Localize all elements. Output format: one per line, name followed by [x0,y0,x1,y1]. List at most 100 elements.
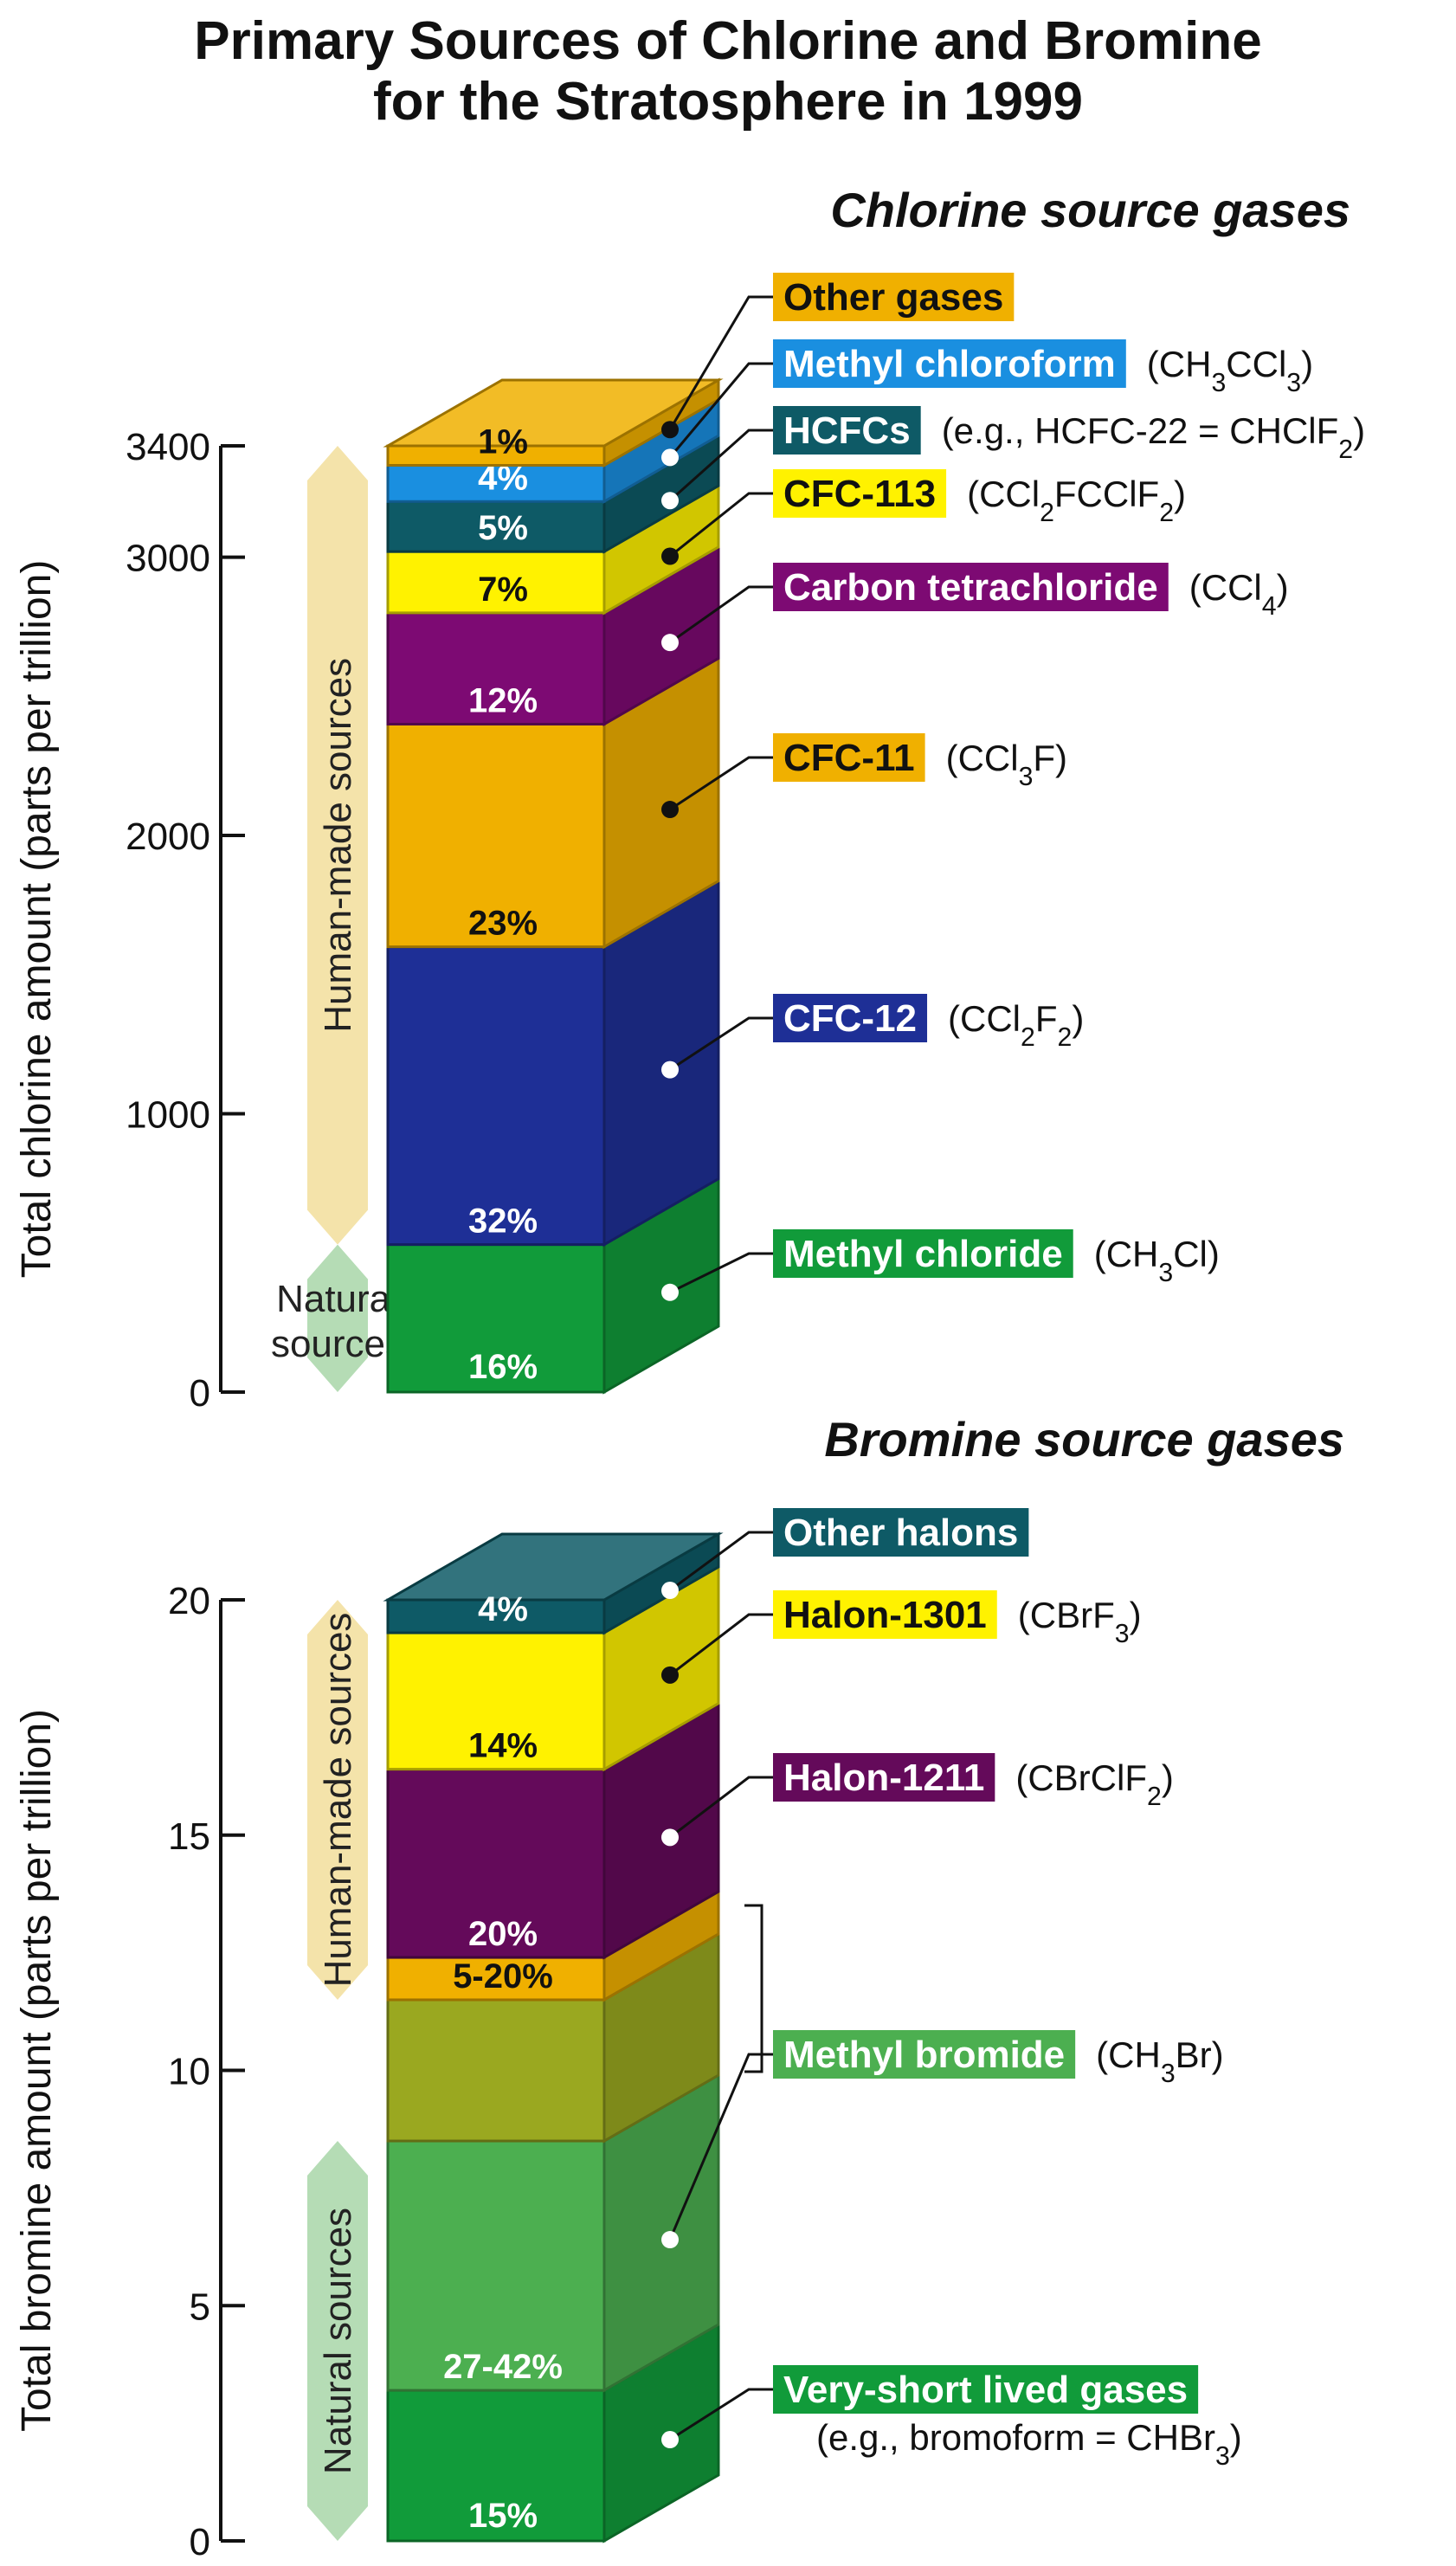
bar-segment-methyl-bromide [386,1931,720,2144]
gas-label-box [773,406,921,455]
percent-label: 15% [468,2497,538,2535]
leader-line [669,2388,773,2441]
bar-top-face [383,378,724,448]
leader-dot [661,1582,679,1600]
y-tick-label: 2000 [126,816,210,858]
leader-line [668,295,773,431]
gas-formula: (e.g., bromoform = CHBr3) [816,2417,1242,2471]
gas-name: CFC-11 [783,737,915,779]
leader-dot [661,492,679,510]
figure-title-line-2: for the Stratosphere in 1999 [373,72,1083,132]
gas-formula: (CCl3F) [946,738,1067,791]
panel-title: Bromine source gases [824,1412,1344,1467]
natural-sources-label: Natural [276,1278,399,1320]
bar-segment-front [386,722,606,949]
y-axis-label: Total chlorine amount (parts per trillio… [14,560,60,1279]
leader-line [669,492,773,558]
gas-formula: (CCl2F2) [948,998,1084,1052]
bar-segment-front [386,1998,606,2143]
leader-line [669,756,773,811]
gas-label-box [773,1753,995,1802]
y-tick-label: 15 [168,1815,210,1858]
y-tick-label: 3400 [126,426,210,468]
percent-label: 14% [468,1727,538,1765]
percent-label: 23% [468,905,538,943]
gas-formula: (CCl4) [1189,567,1289,621]
y-tick-label: 10 [168,2051,210,2093]
leader-line [669,585,773,644]
percent-label: 16% [468,1348,538,1386]
bar-segment-front [386,1631,606,1771]
human-made-sources-label: Human-made sources [317,658,359,1033]
percent-label: 5-20% [453,1957,553,1995]
gas-name: Halon-1211 [783,1757,984,1799]
leader-dot [661,1061,679,1079]
leader-line [668,362,773,459]
callout-halon-1211: Halon-1211 (CBrClF2) [661,1753,1174,1847]
bar-segment-other-gases: 1% [383,377,724,468]
natural-sources-band [307,2141,368,2541]
callout-methyl-bromide: Methyl bromide (CH3Br) [661,2030,1224,2249]
bar-top-face [383,1532,724,1602]
gas-label-box [773,2365,1199,2414]
gas-label-box [773,1590,997,1639]
callout-cfc-12: CFC-12 (CCl2F2) [661,994,1084,1079]
bar-segment-very-short-lived-gases: 15% [386,2322,720,2543]
leader-dot [661,448,679,467]
gas-formula: (CBrF3) [1018,1595,1142,1648]
chlorine-source-gases-panel: Chlorine source gases 0 1000 2000 3000 3400 To… [14,183,1365,1415]
gas-label-box [773,469,947,518]
y-tick-label: 0 [190,1372,210,1415]
natural-sources-label: Natural sources [317,2208,359,2474]
leader-dot [661,421,679,439]
gas-name: Methyl chloroform [783,343,1116,385]
bar-segment-other-halons: 4% [383,1531,724,1635]
bar-segment-methyl-bromide: 5-20% [386,1889,720,2002]
gas-label-box [773,733,925,782]
percent-label: 32% [468,1202,538,1241]
gas-label-box [773,1508,1029,1557]
bar-segment-front [386,500,606,553]
y-tick-label: 20 [168,1580,210,1622]
percent-label: 7% [478,571,528,609]
leader-dot [661,547,679,565]
leader-dot [661,634,679,652]
gas-formula: (CH3Br) [1096,2034,1223,2088]
human-made-sources-label: Human-made sources [317,1613,359,1988]
bar-segment-cfc-113: 7% [386,483,720,616]
leader-line [669,429,773,502]
human-made-sources-band [307,446,368,1245]
leader-line [669,1776,773,1839]
percent-label: 1% [478,423,528,461]
y-tick-label: 5 [190,2286,210,2328]
bar-segment-hcfcs: 5% [386,433,720,554]
bar-segment-cfc-12: 32% [386,879,720,1248]
gas-label-box [773,273,1015,321]
callout-other-gases: Other gases [661,273,1015,439]
bar-segment-front [386,1956,606,2002]
leader-dot [661,1283,679,1301]
leader-dot [661,801,679,819]
gas-label-box [773,994,928,1042]
leader-line [669,1252,773,1294]
callout-halon-1301: Halon-1301 (CBrF3) [661,1590,1142,1684]
panel-title: Chlorine source gases [830,183,1350,237]
natural-sources-label: sources [271,1323,404,1365]
leader-dot [661,1666,679,1684]
gas-name: HCFCs [783,409,911,452]
gas-label-box [773,339,1126,388]
percent-label: 12% [468,681,538,719]
bar-segment-front [386,2139,606,2392]
callout-very-short-lived-gases: Very-short lived gases (e.g., bromoform =… [661,2365,1242,2471]
gas-formula: (CBrClF2) [1015,1757,1173,1811]
bar-segment-front [386,611,606,725]
leader-dot [661,1828,679,1847]
bar-segment-cfc-11: 23% [386,655,720,950]
percent-label: 20% [468,1915,538,1953]
percent-label: 4% [478,1590,528,1628]
gas-name: CFC-12 [783,997,917,1040]
gas-formula: (CCl2FCClF2) [967,474,1186,527]
y-tick-label: 3000 [126,538,210,580]
leader-line [669,1016,773,1071]
